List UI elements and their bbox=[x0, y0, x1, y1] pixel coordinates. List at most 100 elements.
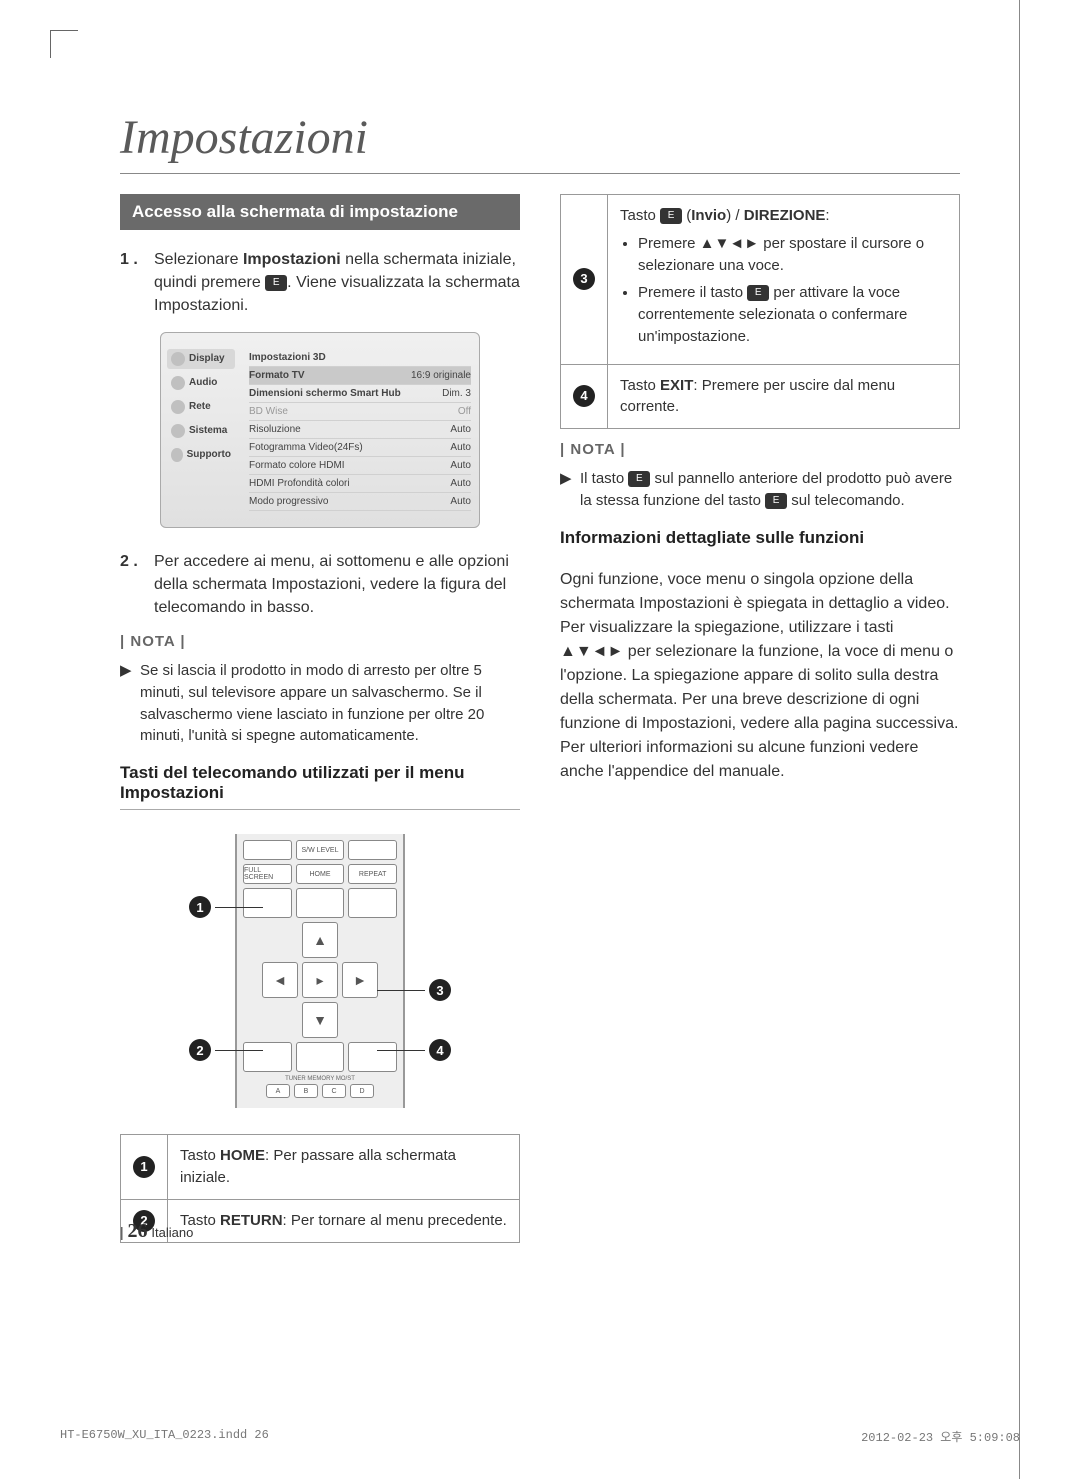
table-row: 4 Tasto EXIT: Premere per uscire dal men… bbox=[561, 364, 960, 429]
color-button: A bbox=[266, 1084, 290, 1098]
audio-icon bbox=[171, 376, 185, 390]
remote-button: REPEAT bbox=[348, 864, 397, 884]
crop-mark bbox=[50, 30, 78, 58]
row-label: Dimensioni schermo Smart Hub bbox=[249, 388, 401, 399]
remote-button bbox=[348, 888, 397, 918]
note-text: Il tasto E sul pannello anteriore del pr… bbox=[580, 468, 960, 512]
row-value: Auto bbox=[450, 478, 471, 489]
list-item: Premere ▲▼◄► per spostare il cursore o s… bbox=[638, 233, 947, 277]
remote-button: S/W LEVEL bbox=[296, 840, 345, 860]
step-number: 1 . bbox=[120, 248, 144, 318]
subheading: Tasti del telecomando utilizzati per il … bbox=[120, 763, 520, 810]
home-button: HOME bbox=[296, 864, 345, 884]
settings-row: Modo progressivo Auto bbox=[249, 493, 471, 511]
table-row: 3 Tasto E (Invio) / DIREZIONE: Premere ▲… bbox=[561, 195, 960, 365]
language-label: Italiano bbox=[151, 1225, 193, 1240]
text: : bbox=[825, 207, 829, 224]
two-column-layout: Accesso alla schermata di impostazione 1… bbox=[120, 194, 960, 1243]
page-number: 26 bbox=[128, 1220, 148, 1242]
desc-cell: Tasto RETURN: Per tornare al menu preced… bbox=[168, 1199, 520, 1242]
section-header: Accesso alla schermata di impostazione bbox=[120, 194, 520, 230]
callout-line bbox=[377, 1050, 425, 1051]
callout-line bbox=[377, 990, 425, 991]
row-label: Formato TV bbox=[249, 370, 305, 381]
print-filename: HT-E6750W_XU_ITA_0223.indd 26 bbox=[60, 1428, 269, 1445]
text: Premere il tasto bbox=[638, 284, 747, 301]
page-footer: | 26 Italiano bbox=[120, 1220, 193, 1243]
remote-button bbox=[296, 888, 345, 918]
key-name: RETURN bbox=[220, 1212, 283, 1229]
nota-label: | NOTA | bbox=[560, 441, 960, 458]
enter-key-icon: E bbox=[628, 471, 650, 487]
enter-key-icon: E bbox=[747, 285, 769, 301]
step-number: 2 . bbox=[120, 550, 144, 620]
remote-body: S/W LEVEL FULL SCREENHOMEREPEAT ▲ ◄▸► ▼ … bbox=[235, 834, 405, 1108]
row-value: Dim. 3 bbox=[442, 388, 471, 399]
screenshot-sidebar: Display Audio Rete Sistema Supporto bbox=[161, 343, 241, 517]
print-metadata: HT-E6750W_XU_ITA_0223.indd 26 2012-02-23… bbox=[60, 1428, 1020, 1445]
desc-cell: Tasto EXIT: Premere per uscire dal menu … bbox=[608, 364, 960, 429]
text: Tasto bbox=[620, 377, 660, 394]
badge: 3 bbox=[429, 979, 451, 1001]
row-value: Auto bbox=[450, 424, 471, 435]
settings-row: Formato colore HDMIAuto bbox=[249, 457, 471, 475]
sidebar-tab: Sistema bbox=[167, 421, 235, 441]
left-button: ◄ bbox=[262, 962, 298, 998]
badge: 4 bbox=[429, 1039, 451, 1061]
subheading: Informazioni dettagliate sulle funzioni bbox=[560, 528, 960, 554]
tab-label: Sistema bbox=[189, 425, 227, 436]
settings-row: Risoluzione Auto bbox=[249, 421, 471, 439]
sidebar-tab: Audio bbox=[167, 373, 235, 393]
row-value: Off bbox=[458, 406, 471, 417]
down-button: ▼ bbox=[302, 1002, 338, 1038]
right-button: ► bbox=[342, 962, 378, 998]
nota-label: | NOTA | bbox=[120, 633, 520, 650]
enter-key-icon: E bbox=[265, 275, 287, 291]
row-label: BD Wise bbox=[249, 406, 288, 417]
row-label: Modo progressivo bbox=[249, 496, 328, 507]
row-value: Auto bbox=[450, 496, 471, 507]
sidebar-tab: Display bbox=[167, 349, 235, 369]
step-2: 2 . Per accedere ai menu, ai sottomenu e… bbox=[120, 550, 520, 620]
screenshot-main: Impostazioni 3D Formato TV16:9 originale… bbox=[241, 343, 479, 517]
row-value: Auto bbox=[450, 442, 471, 453]
settings-row: HDMI Profondità coloriAuto bbox=[249, 475, 471, 493]
right-column: 3 Tasto E (Invio) / DIREZIONE: Premere ▲… bbox=[560, 194, 960, 1243]
up-button: ▲ bbox=[302, 922, 338, 958]
key-table-right: 3 Tasto E (Invio) / DIREZIONE: Premere ▲… bbox=[560, 194, 960, 429]
badge-cell: 1 bbox=[121, 1135, 168, 1200]
enter-key-icon: E bbox=[765, 493, 787, 509]
table-row: 1 Tasto HOME: Per passare alla schermata… bbox=[121, 1135, 520, 1200]
step-text: Selezionare Impostazioni nella schermata… bbox=[154, 248, 520, 318]
settings-screenshot: Display Audio Rete Sistema Supporto Impo… bbox=[160, 332, 480, 528]
callout-line bbox=[215, 1050, 263, 1051]
row-label: Formato colore HDMI bbox=[249, 460, 345, 471]
callout-2: 2 bbox=[189, 1039, 263, 1061]
settings-row: BD Wise Off bbox=[249, 403, 471, 421]
text: Il tasto bbox=[580, 470, 628, 487]
step-1: 1 . Selezionare Impostazioni nella scher… bbox=[120, 248, 520, 318]
sidebar-tab: Rete bbox=[167, 397, 235, 417]
badge-cell: 3 bbox=[561, 195, 608, 365]
tab-label: Supporto bbox=[187, 449, 231, 460]
key-name: DIREZIONE bbox=[744, 207, 826, 224]
text: Tasto bbox=[180, 1147, 220, 1164]
support-icon bbox=[171, 448, 183, 462]
badge: 4 bbox=[573, 385, 595, 407]
text: / bbox=[731, 207, 744, 224]
text: sul telecomando. bbox=[787, 492, 905, 509]
key-name: HOME bbox=[220, 1147, 265, 1164]
remote-button bbox=[243, 840, 292, 860]
enter-button: ▸ bbox=[302, 962, 338, 998]
key-name: Invio bbox=[691, 207, 726, 224]
print-timestamp: 2012-02-23 오후 5:09:08 bbox=[861, 1428, 1020, 1445]
settings-row: Impostazioni 3D bbox=[249, 349, 471, 367]
footer-bar: | bbox=[120, 1224, 124, 1240]
desc-cell: Tasto E (Invio) / DIREZIONE: Premere ▲▼◄… bbox=[608, 195, 960, 365]
settings-row: Dimensioni schermo Smart Hub Dim. 3 bbox=[249, 385, 471, 403]
triangle-icon: ▶ bbox=[120, 660, 132, 747]
body-paragraph: Ogni funzione, voce menu o singola opzio… bbox=[560, 568, 960, 784]
row-label: Risoluzione bbox=[249, 424, 301, 435]
display-icon bbox=[171, 352, 185, 366]
text-bold: Impostazioni bbox=[243, 251, 341, 268]
